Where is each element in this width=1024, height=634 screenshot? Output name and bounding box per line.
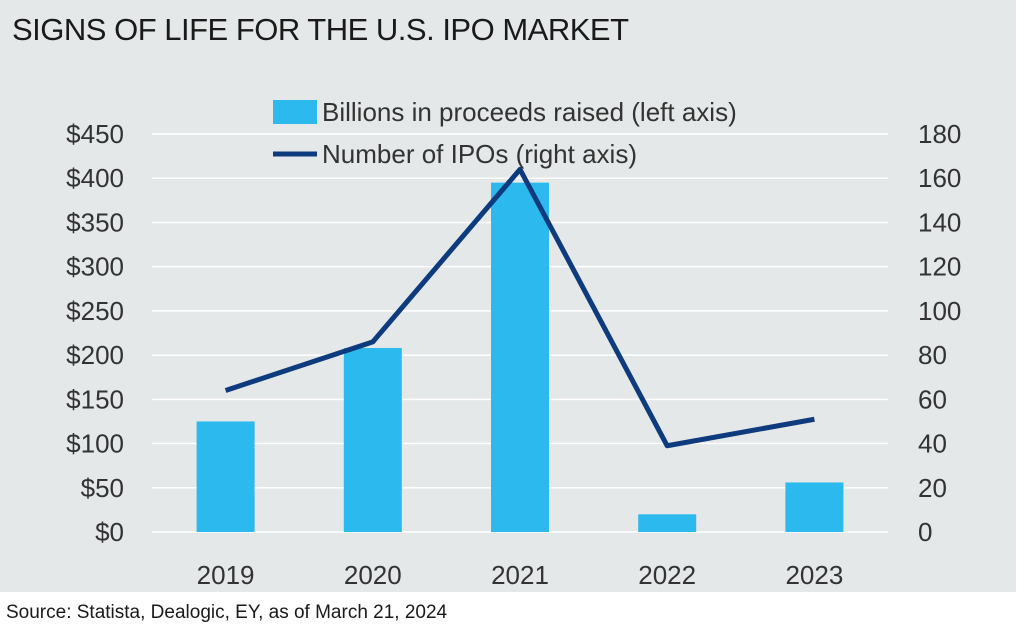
bar-2022 — [638, 514, 697, 532]
x-tick-label: 2023 — [785, 560, 843, 590]
left-tick-label: $150 — [66, 384, 124, 414]
right-tick-label: 40 — [918, 429, 947, 459]
bar-2021 — [491, 182, 549, 532]
x-tick-label: 2020 — [344, 560, 402, 590]
bars — [196, 182, 844, 532]
right-tick-label: 80 — [918, 340, 947, 370]
right-tick-label: 60 — [918, 384, 947, 414]
source-note: Source: Statista, Dealogic, EY, as of Ma… — [6, 602, 448, 623]
chart-title: SIGNS OF LIFE FOR THE U.S. IPO MARKET — [12, 12, 629, 47]
x-tick-label: 2019 — [197, 560, 255, 590]
right-tick-label: 0 — [918, 517, 932, 547]
ipo-count-line — [224, 166, 815, 449]
bar-2023 — [785, 482, 844, 532]
right-tick-label: 140 — [918, 207, 961, 237]
left-tick-label: $200 — [66, 340, 124, 370]
left-tick-label: $250 — [66, 296, 124, 326]
left-tick-label: $100 — [66, 429, 124, 459]
x-tick-label: 2022 — [638, 560, 696, 590]
legend: Billions in proceeds raised (left axis) … — [273, 97, 737, 169]
right-tick-label: 180 — [918, 119, 961, 149]
left-tick-label: $0 — [95, 517, 124, 547]
legend-swatch-bar — [273, 100, 317, 124]
left-tick-label: $300 — [66, 252, 124, 282]
right-tick-label: 20 — [918, 473, 947, 503]
x-axis: 2019 2020 2021 2022 2023 — [197, 560, 844, 590]
bar-2020 — [343, 348, 402, 532]
left-tick-label: $350 — [66, 207, 124, 237]
left-tick-label: $400 — [66, 163, 124, 193]
left-tick-label: $450 — [66, 119, 124, 149]
bar-2019 — [196, 421, 255, 532]
legend-label-ipos: Number of IPOs (right axis) — [322, 139, 637, 169]
right-tick-label: 120 — [918, 252, 961, 282]
x-tick-label: 2021 — [491, 560, 549, 590]
right-axis: 0 20 40 60 80 100 120 140 160 180 — [918, 119, 961, 547]
right-tick-label: 100 — [918, 296, 961, 326]
left-tick-label: $50 — [81, 473, 124, 503]
legend-label-proceeds: Billions in proceeds raised (left axis) — [322, 97, 737, 127]
right-tick-label: 160 — [918, 163, 961, 193]
left-axis: $0 $50 $100 $150 $200 $250 $300 $350 $400 $450 — [66, 119, 124, 547]
ipo-chart: $0 $50 $100 $150 $200 $250 $300 $350 $400 $450 0 2… — [66, 97, 961, 590]
